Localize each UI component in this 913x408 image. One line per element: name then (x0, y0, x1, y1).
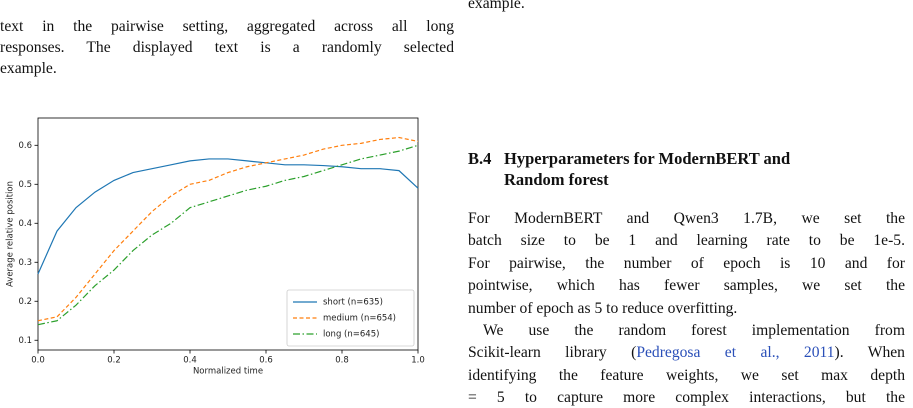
y-tick-label: 0.3 (18, 258, 32, 268)
text-line: text in the pairwise setting, aggregated… (0, 18, 454, 35)
text-segment: ). When (834, 344, 905, 362)
section-title: Hyperparameters for ModernBERT and (504, 149, 791, 168)
text-line: = 5 to capture more complex interactions… (468, 389, 905, 407)
text-line: For pairwise, the number of epoch is 10 … (468, 254, 905, 272)
text-line: responses. The displayed text is a rando… (0, 39, 454, 56)
series-line (37, 144, 419, 326)
text-line: example. (468, 0, 525, 12)
text-line: We use the random forest implementation … (483, 322, 905, 339)
chart: 0.1 0.2 0.3 0.4 0.5 0.6 0.0 0.2 0.4 0.6 0.8 1.0 Norm… (6, 117, 425, 377)
section-number: B.4 (468, 149, 492, 168)
y-tick-label: 0.5 (18, 180, 32, 190)
y-tick-label: 0.1 (18, 336, 32, 346)
text-line: For ModernBERT and Qwen3 1.7B, we set th… (468, 210, 905, 227)
text-line: number of epoch as 5 to reduce overfitti… (468, 299, 738, 317)
y-axis-label: Average relative position (6, 181, 16, 287)
series-line (37, 136, 419, 322)
y-tick-label: 0.2 (18, 297, 32, 307)
plot-frame (37, 117, 419, 351)
legend-label: medium (n=654) (323, 314, 396, 324)
series-line (37, 158, 419, 275)
x-tick-label: 0.0 (31, 356, 45, 366)
x-tick-label: 0.2 (107, 356, 121, 366)
text-line: pointwise, which has fewer samples, we s… (468, 277, 905, 295)
x-tick-label: 1.0 (411, 356, 425, 366)
x-axis-label: Normalized time (193, 367, 263, 377)
text-line: identifying the feature weights, we set … (468, 366, 905, 384)
legend-label: long (n=645) (323, 330, 379, 340)
legend-box (286, 289, 415, 347)
text-line: Scikit-learn library (Pedregosa et al., … (468, 344, 905, 362)
citation[interactable]: Pedregosa et al., 2011 (636, 344, 835, 362)
text-line: batch size to be 1 and learning rate to … (468, 232, 905, 250)
legend-label: short (n=635) (323, 298, 383, 308)
x-tick-label: 0.4 (183, 356, 197, 366)
text-line: example. (0, 60, 57, 77)
section-title: Random forest (504, 170, 609, 189)
y-tick-label: 0.4 (18, 219, 32, 229)
x-tick-label: 0.8 (335, 356, 349, 366)
x-tick-label: 0.6 (259, 356, 273, 366)
text-segment: Scikit-learn library ( (468, 344, 637, 362)
y-tick-label: 0.6 (18, 141, 32, 151)
